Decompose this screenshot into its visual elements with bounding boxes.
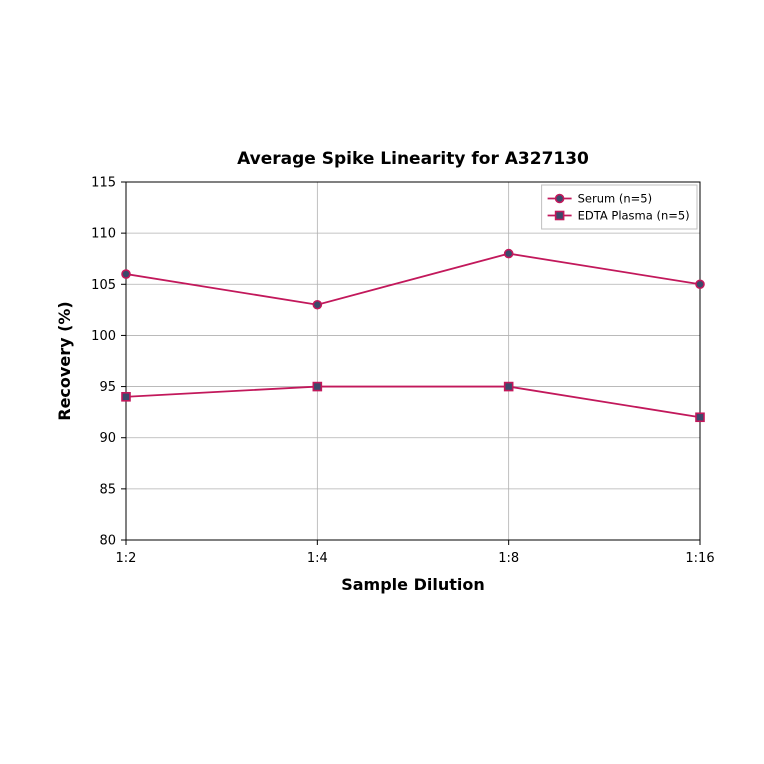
marker-square (122, 393, 130, 401)
y-tick-label: 80 (99, 534, 116, 549)
y-axis-label: Recovery (%) (55, 301, 74, 420)
y-tick-label: 95 (99, 380, 116, 395)
x-tick-label: 1:8 (498, 551, 519, 566)
x-tick-label: 1:2 (116, 551, 137, 566)
marker-circle (505, 250, 513, 258)
marker-square (313, 383, 321, 391)
chart-container: { "chart": { "type": "line", "title": "A… (0, 0, 764, 764)
y-tick-label: 105 (91, 278, 116, 293)
x-tick-label: 1:16 (685, 551, 714, 566)
chart-title: Average Spike Linearity for A327130 (237, 149, 589, 169)
legend-label: Serum (n=5) (578, 192, 652, 206)
marker-square (696, 413, 704, 421)
y-tick-label: 100 (91, 329, 116, 344)
y-tick-label: 115 (91, 176, 116, 191)
y-tick-label: 85 (99, 482, 116, 497)
marker-circle (313, 301, 321, 309)
x-tick-label: 1:4 (307, 551, 328, 566)
marker-square (505, 383, 513, 391)
x-axis-label: Sample Dilution (341, 575, 485, 594)
marker-circle (122, 270, 130, 278)
y-tick-label: 110 (91, 227, 116, 242)
marker-circle (696, 280, 704, 288)
y-tick-label: 90 (99, 431, 116, 446)
legend-label: EDTA Plasma (n=5) (578, 209, 690, 223)
line-chart: 1:2 1:4 1:8 1:16 80 85 90 95 100 105 110 115 Average… (0, 0, 764, 764)
